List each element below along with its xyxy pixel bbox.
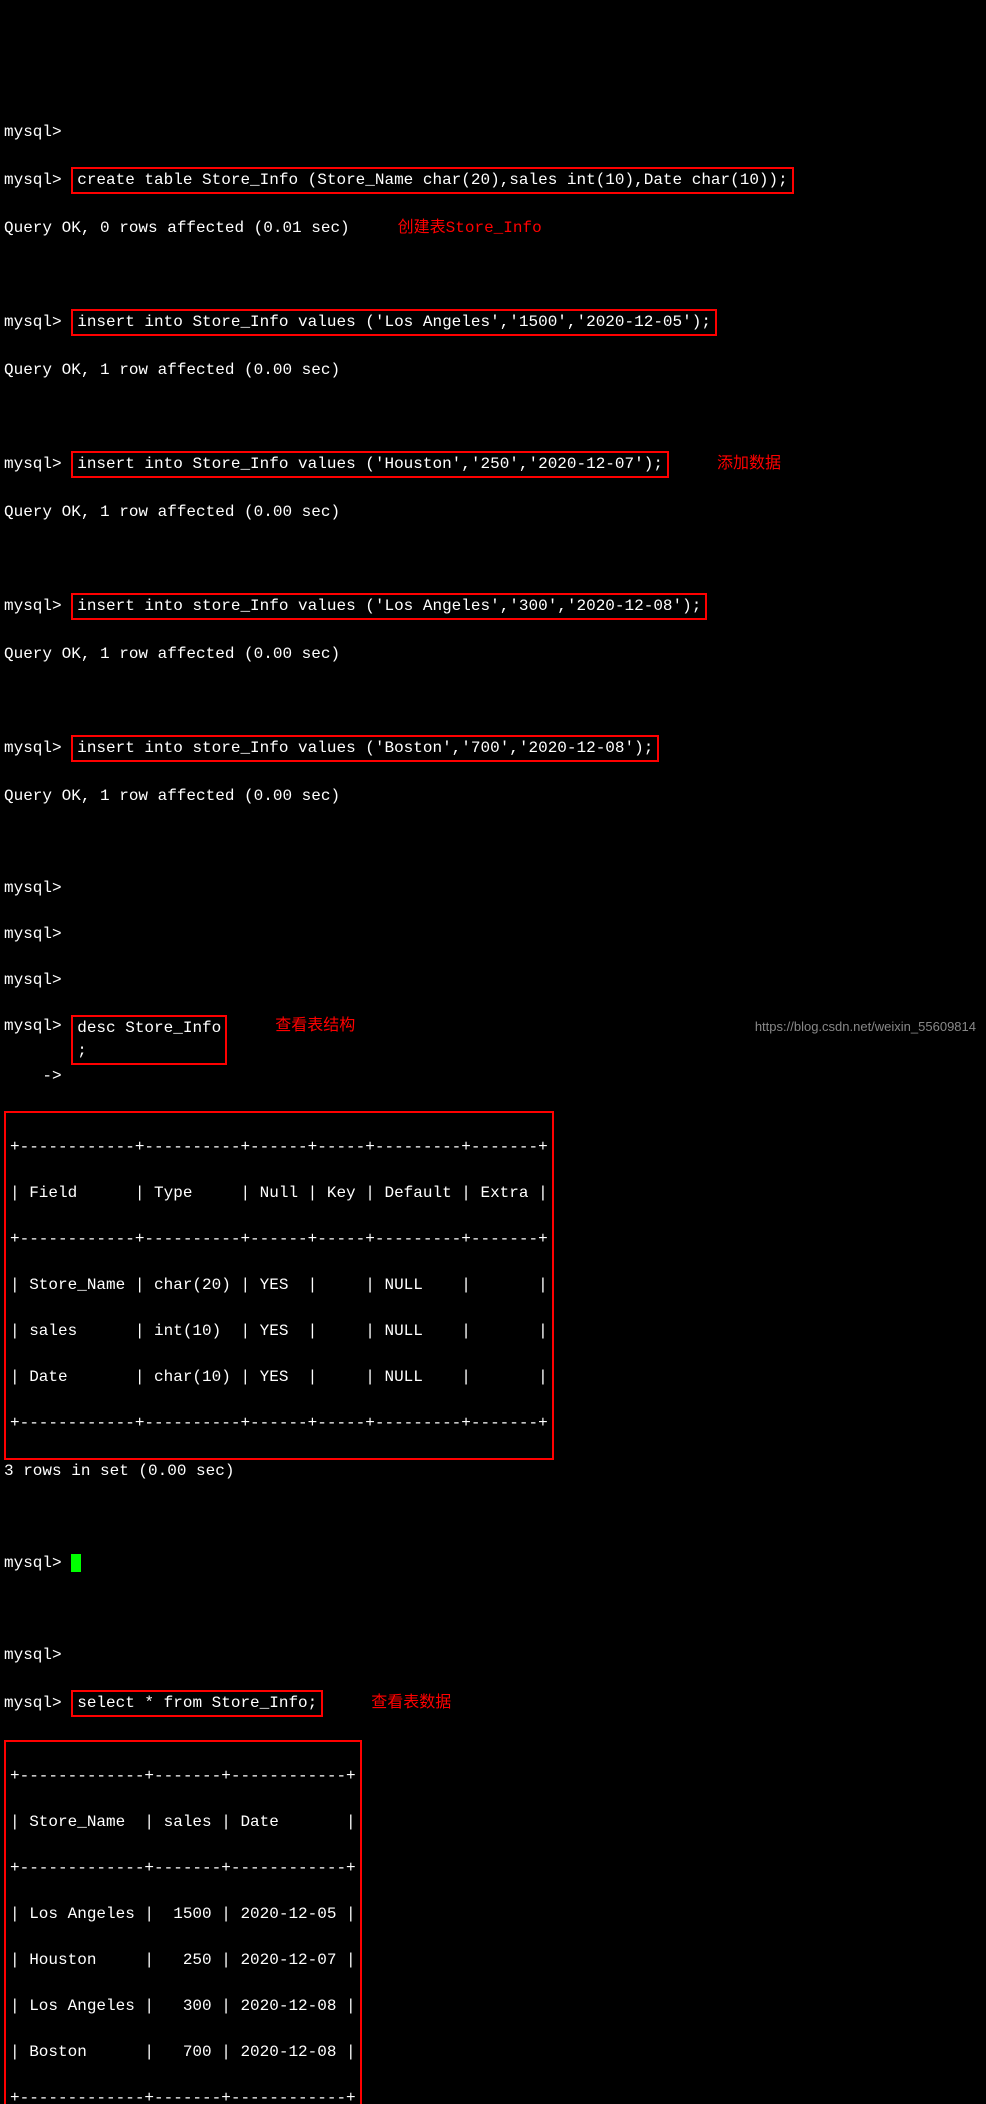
- cursor-icon: [71, 1554, 81, 1572]
- table-separator: +------------+----------+------+-----+--…: [6, 1412, 552, 1435]
- table-header: | Field | Type | Null | Key | Default | …: [6, 1182, 552, 1205]
- prompt: mysql>: [4, 171, 62, 189]
- prompt: mysql>: [4, 1694, 62, 1712]
- desc-line2: ;: [77, 1042, 87, 1060]
- desc-line1: desc Store_Info: [77, 1019, 221, 1037]
- query-result: 3 rows in set (0.00 sec): [4, 1460, 982, 1483]
- query-result: Query OK, 1 row affected (0.00 sec): [4, 501, 982, 524]
- table-row: | Boston | 700 | 2020-12-08 |: [6, 2041, 360, 2064]
- prompt-line: mysql>: [4, 877, 982, 900]
- table-row: | sales | int(10) | YES | | NULL | |: [6, 1320, 552, 1343]
- desc-result-table: +------------+----------+------+-----+--…: [4, 1111, 554, 1460]
- table-separator: +------------+----------+------+-----+--…: [6, 1228, 552, 1251]
- table-row: | Los Angeles | 300 | 2020-12-08 |: [6, 1995, 360, 2018]
- watermark-text: https://blog.csdn.net/weixin_55609814: [755, 1015, 976, 1038]
- table-row: | Store_Name | char(20) | YES | | NULL |…: [6, 1274, 552, 1297]
- prompt: mysql>: [4, 313, 62, 331]
- prompt-line: mysql>: [4, 923, 982, 946]
- query-result: Query OK, 1 row affected (0.00 sec): [4, 785, 982, 808]
- select-result-table: +-------------+-------+------------+ | S…: [4, 1740, 362, 2104]
- sql-insert-4: insert into store_Info values ('Boston',…: [71, 735, 659, 762]
- label-insert-data: 添加数据: [717, 453, 781, 476]
- sql-create-table: create table Store_Info (Store_Name char…: [71, 167, 794, 194]
- table-separator: +-------------+-------+------------+: [6, 1765, 360, 1788]
- prompt-line: mysql>: [4, 1644, 982, 1667]
- query-result: Query OK, 1 row affected (0.00 sec): [4, 359, 982, 382]
- query-result: Query OK, 1 row affected (0.00 sec): [4, 643, 982, 666]
- prompt: mysql>: [4, 1554, 62, 1572]
- prompt: mysql>: [4, 739, 62, 757]
- prompt-line: mysql>: [4, 969, 982, 992]
- sql-select: select * from Store_Info;: [71, 1690, 323, 1717]
- sql-insert-1: insert into Store_Info values ('Los Ange…: [71, 309, 717, 336]
- prompt-line: mysql>: [4, 121, 982, 144]
- label-select-data: 查看表数据: [371, 1692, 451, 1715]
- table-header: | Store_Name | sales | Date |: [6, 1811, 360, 1834]
- prompt: mysql>: [4, 455, 62, 473]
- prompt: mysql>: [4, 1017, 62, 1035]
- table-row: | Los Angeles | 1500 | 2020-12-05 |: [6, 1903, 360, 1926]
- table-separator: +-------------+-------+------------+: [6, 2087, 360, 2104]
- label-desc-table: 查看表结构: [275, 1015, 355, 1038]
- sql-insert-2: insert into Store_Info values ('Houston'…: [71, 451, 669, 478]
- query-result: Query OK, 0 rows affected (0.01 sec): [4, 219, 350, 237]
- table-row: | Houston | 250 | 2020-12-07 |: [6, 1949, 360, 1972]
- cont-prompt: ->: [4, 1067, 62, 1085]
- table-separator: +-------------+-------+------------+: [6, 1857, 360, 1880]
- sql-insert-3: insert into store_Info values ('Los Ange…: [71, 593, 707, 620]
- table-row: | Date | char(10) | YES | | NULL | |: [6, 1366, 552, 1389]
- sql-desc: desc Store_Info ;: [71, 1015, 227, 1065]
- prompt: mysql>: [4, 597, 62, 615]
- table-separator: +------------+----------+------+-----+--…: [6, 1136, 552, 1159]
- terminal-output: mysql> mysql> create table Store_Info (S…: [4, 98, 982, 2104]
- label-create-table: 创建表Store_Info: [398, 217, 542, 240]
